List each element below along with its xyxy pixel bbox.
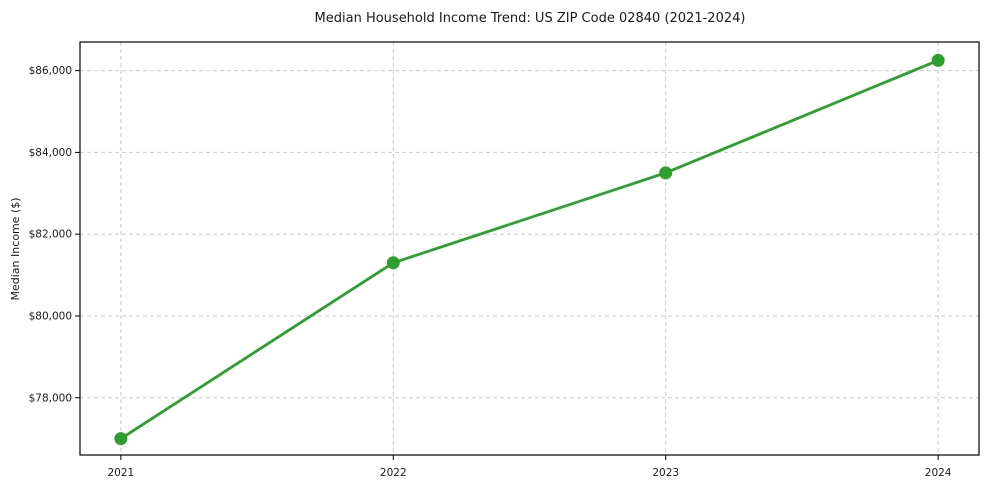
y-axis-tick-labels: $78,000 $80,000 $82,000 $84,000 $86,000: [29, 65, 72, 404]
y-tick-label: $84,000: [29, 147, 72, 159]
y-tick-label: $82,000: [29, 229, 72, 241]
data-point-2023: [659, 166, 673, 180]
y-tick-label: $78,000: [29, 392, 72, 404]
data-point-2021: [114, 432, 128, 446]
x-axis-tick-labels: 2021 2022 2023 2024: [107, 467, 951, 479]
x-tick-label: 2021: [107, 467, 134, 479]
x-tick-label: 2024: [925, 467, 952, 479]
x-tick-label: 2022: [380, 467, 407, 479]
data-point-2022: [386, 256, 400, 270]
plot-border: [79, 41, 980, 456]
gridlines: [80, 42, 979, 455]
y-axis-label: Median Income ($): [9, 197, 22, 300]
y-tick-label: $80,000: [29, 310, 72, 322]
trend-line: [120, 59, 939, 440]
chart-title: Median Household Income Trend: US ZIP Co…: [315, 11, 746, 26]
x-tick-label: 2023: [652, 467, 679, 479]
y-tick-label: $86,000: [29, 65, 72, 77]
axis-ticks: [75, 70, 939, 460]
data-point-2024: [931, 53, 945, 67]
income-trend-series: [114, 53, 945, 446]
